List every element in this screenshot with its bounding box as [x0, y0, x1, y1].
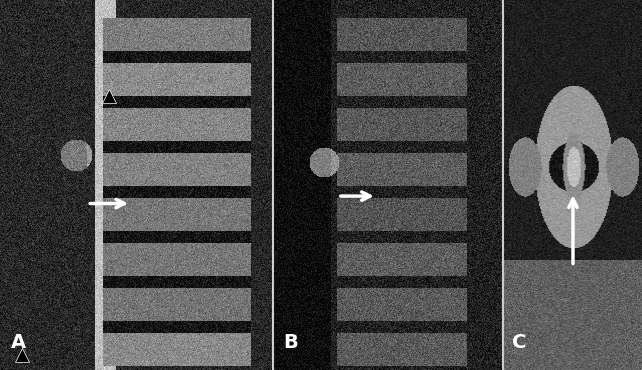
Text: C: C [512, 333, 526, 352]
Text: A: A [11, 333, 26, 352]
Text: B: B [283, 333, 298, 352]
